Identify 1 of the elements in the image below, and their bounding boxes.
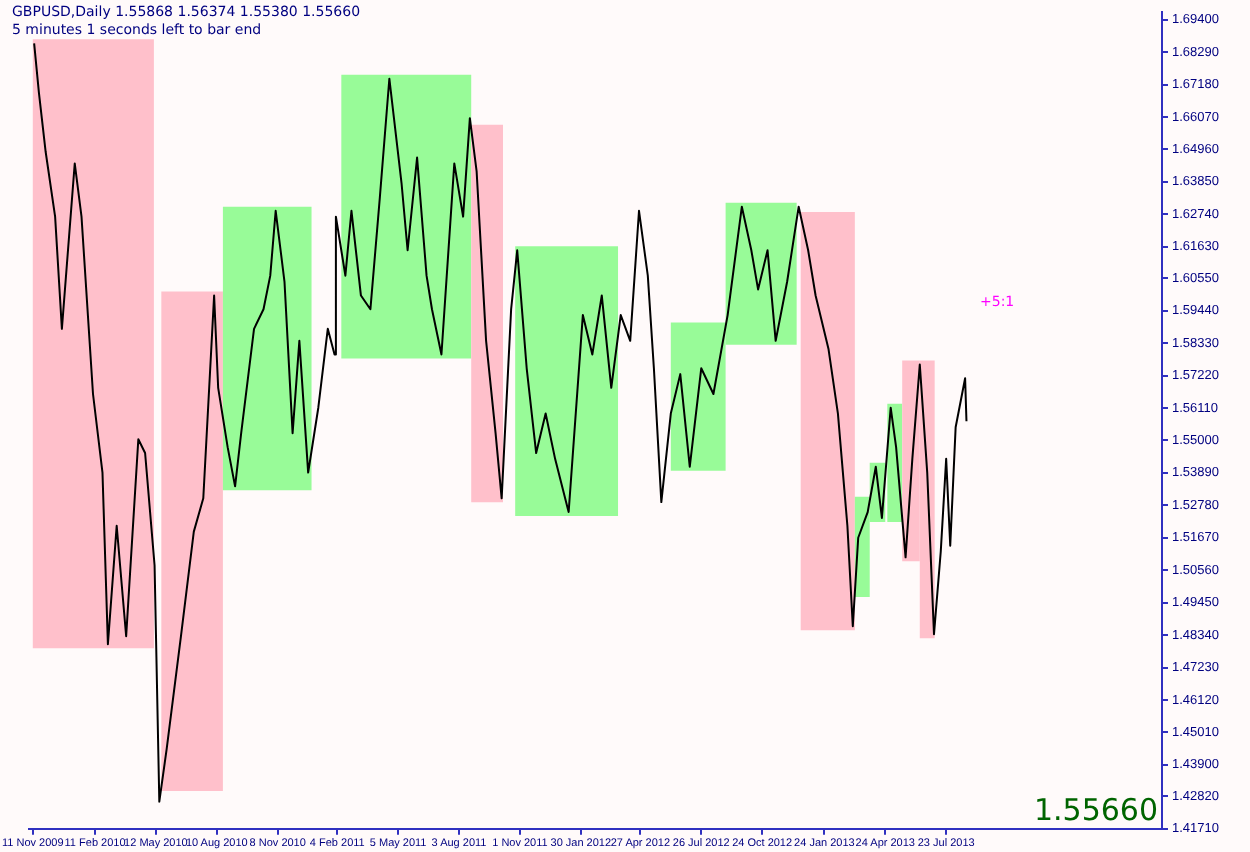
annotation: 1.55660 — [1033, 792, 1158, 828]
